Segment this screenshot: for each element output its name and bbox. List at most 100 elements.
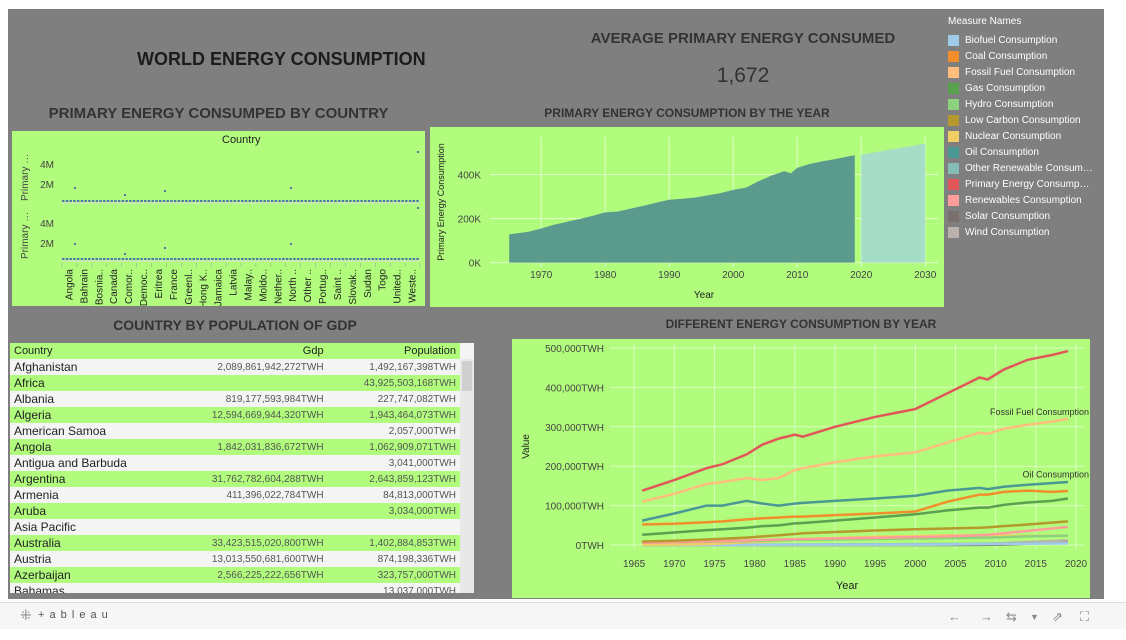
table-row[interactable]: American Samoa 2,057,000TWH	[10, 423, 460, 439]
share-icon[interactable]: ⇗	[1052, 609, 1063, 624]
country-mark	[408, 200, 412, 202]
country-mark	[214, 200, 218, 202]
legend-item[interactable]: Gas Consumption	[948, 80, 1093, 96]
redo-icon[interactable]: →	[980, 609, 993, 624]
legend-item[interactable]: Biofuel Consumption	[948, 32, 1093, 48]
legend-label: Biofuel Consumption	[965, 34, 1058, 46]
country-mark	[341, 200, 345, 202]
legend-item[interactable]: Primary Energy Consump…	[948, 176, 1093, 192]
year-area	[509, 155, 855, 263]
country-mark	[304, 258, 307, 260]
country-outlier-mark	[290, 243, 292, 245]
legend-swatch	[948, 130, 959, 142]
tableau-logo-text[interactable]: + a b l e a u	[38, 609, 109, 621]
legend-item[interactable]: Wind Consumption	[948, 224, 1093, 240]
country-outlier-mark	[124, 253, 126, 255]
country-mark	[147, 200, 151, 202]
country-mark	[300, 200, 304, 202]
country-mark	[323, 200, 326, 202]
fullscreen-icon[interactable]: ⛶	[1080, 609, 1090, 624]
country-mark	[62, 258, 65, 260]
table-cell-country: Asia Pacific	[10, 519, 170, 535]
country-mark	[69, 200, 72, 202]
country-label: Hong K..	[199, 269, 210, 306]
country-mark	[319, 258, 322, 260]
header-population[interactable]: Population	[327, 343, 460, 359]
table-row[interactable]: Armenia 411,396,022,784TWH 84,813,000TWH	[10, 487, 460, 503]
table-row[interactable]: Azerbaijan 2,566,225,222,656TWH 323,757,00…	[10, 567, 460, 583]
legend-swatch	[948, 66, 959, 78]
table-row[interactable]: Australia 33,423,515,020,800TWH 1,402,884,…	[10, 535, 460, 551]
multi-x-axis-label: Year	[836, 580, 859, 592]
country-mark	[177, 258, 181, 260]
legend-item[interactable]: Low Carbon Consumption	[948, 112, 1093, 128]
country-mark	[352, 258, 356, 260]
country-mark	[211, 200, 214, 202]
country-outlier-mark	[417, 151, 419, 153]
legend-item[interactable]: Oil Consumption	[948, 144, 1093, 160]
legend-item[interactable]: Nuclear Consumption	[948, 128, 1093, 144]
table-cell-gdp: 2,089,861,942,272TWH	[169, 359, 328, 375]
country-mark	[144, 200, 147, 202]
legend-item[interactable]: Solar Consumption	[948, 208, 1093, 224]
country-mark	[207, 200, 210, 202]
country-mark	[158, 258, 162, 260]
legend-item[interactable]: Hydro Consumption	[948, 96, 1093, 112]
table-row[interactable]: Antigua and Barbuda 3,041,000TWH	[10, 455, 460, 471]
legend-item[interactable]: Other Renewable Consum…	[948, 160, 1093, 176]
table-row[interactable]: Aruba 3,034,000TWH	[10, 503, 460, 519]
table-scrollbar-thumb[interactable]	[462, 361, 472, 391]
table-row[interactable]: Angola 1,842,031,836,672TWH 1,062,909,071T…	[10, 439, 460, 455]
table-row[interactable]: Afghanistan 2,089,861,942,272TWH 1,492,167…	[10, 359, 460, 375]
country-y-tick: 4M	[40, 219, 54, 230]
country-mark	[315, 258, 319, 260]
country-mark	[173, 258, 177, 260]
country-mark	[166, 258, 169, 260]
main-title: WORLD ENERGY CONSUMPTION	[137, 49, 426, 69]
revert-icon[interactable]: ⇆	[1006, 609, 1017, 624]
country-label: Portug..	[318, 269, 329, 304]
year-x-tick: 2010	[786, 270, 809, 281]
tableau-logo-icon[interactable]: ⁜	[20, 607, 32, 623]
header-country[interactable]: Country	[10, 343, 170, 359]
table-cell-country: Afghanistan	[10, 359, 170, 375]
table-scrollbar[interactable]	[460, 359, 474, 593]
country-mark	[337, 200, 341, 202]
multi-x-tick: 2005	[944, 559, 967, 570]
country-label: Nether..	[273, 269, 284, 304]
country-mark	[311, 200, 315, 202]
year-chart-title: PRIMARY ENERGY CONSUMPTION BY THE YEAR	[544, 106, 830, 120]
table-row[interactable]: Austria 13,013,550,681,600TWH 874,198,336T…	[10, 551, 460, 567]
country-mark	[267, 258, 270, 260]
country-mark	[76, 258, 80, 260]
country-mark	[367, 258, 371, 260]
country-mark	[192, 258, 196, 260]
legend-label: Fossil Fuel Consumption	[965, 66, 1076, 78]
header-gdp[interactable]: Gdp	[169, 343, 328, 359]
table-cell-population: 3,034,000TWH	[327, 503, 460, 519]
table-row[interactable]: Asia Pacific	[10, 519, 460, 535]
table-row[interactable]: Africa 43,925,503,168TWH	[10, 375, 460, 391]
country-mark	[367, 200, 371, 202]
table-row[interactable]: Bahamas 13,037,000TWH	[10, 583, 460, 593]
country-mark	[334, 200, 337, 202]
table-row[interactable]: Algeria 12,594,669,944,320TWH 1,943,464,07…	[10, 407, 460, 423]
legend-item[interactable]: Fossil Fuel Consumption	[948, 64, 1093, 80]
country-mark	[91, 200, 95, 202]
country-mark	[125, 258, 128, 260]
undo-icon[interactable]: ←	[948, 609, 961, 624]
country-mark	[308, 258, 311, 260]
country-mark	[378, 258, 382, 260]
year-chart-panel: 1970 1980 1990 2000 2010 2020 2030 0K 200K 400K Ye…	[430, 127, 944, 307]
table-cell-country: Algeria	[10, 407, 170, 423]
tableau-toolbar: ⁜ + a b l e a u ← → ⇆ ▼ ⇗ ⛶	[0, 602, 1126, 629]
country-label: Other ..	[303, 269, 314, 302]
table-row[interactable]: Argentina 31,762,782,604,288TWH 2,643,859,…	[10, 471, 460, 487]
multi-x-tick: 1970	[663, 559, 686, 570]
table-cell-country: Armenia	[10, 487, 170, 503]
table-row[interactable]: Albania 819,177,593,984TWH 227,747,082TWH	[10, 391, 460, 407]
country-mark	[158, 200, 162, 202]
chevron-down-icon[interactable]: ▼	[1030, 612, 1039, 622]
legend-item[interactable]: Coal Consumption	[948, 48, 1093, 64]
legend-item[interactable]: Renewables Consumption	[948, 192, 1093, 208]
